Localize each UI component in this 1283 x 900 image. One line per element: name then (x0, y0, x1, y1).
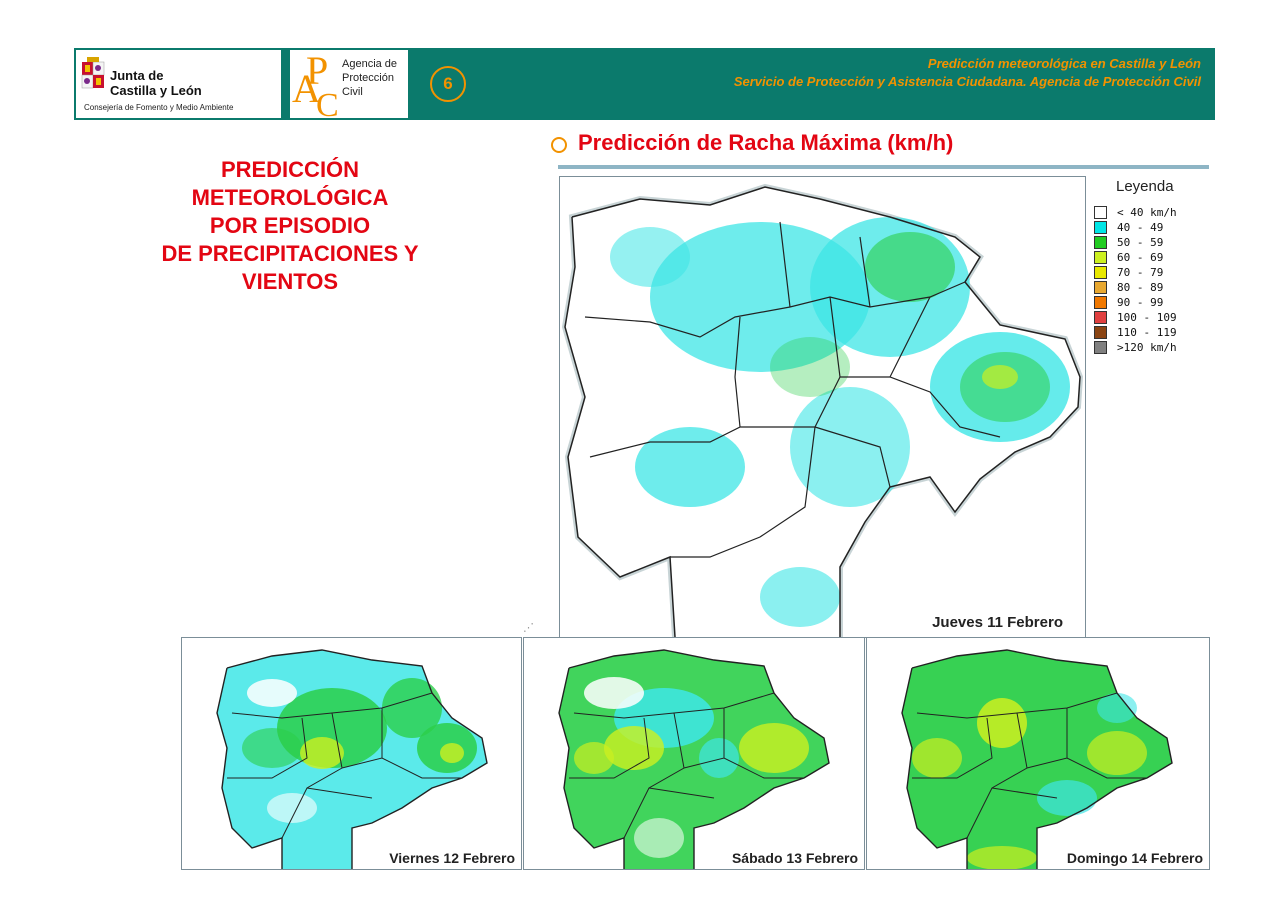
map-sabado: Sábado 13 Febrero (523, 637, 865, 870)
coat-of-arms-icon (81, 57, 105, 89)
map-domingo: Domingo 14 Febrero (866, 637, 1210, 870)
resize-handle-icon: ⋰ (523, 622, 534, 634)
section-title: Predicción de Racha Máxima (km/h) (578, 130, 954, 155)
legend-swatch (1094, 236, 1107, 249)
map-date-sabado: Sábado 13 Febrero (731, 850, 858, 866)
apc-line1: Agencia de (342, 58, 398, 70)
legend-item: 40 - 49 (1094, 220, 1214, 235)
header-subtitle: Servicio de Protección y Asistencia Ciud… (733, 74, 1201, 89)
wind-gust-map-jueves (561, 183, 1084, 637)
legend-title: Leyenda (1116, 178, 1174, 195)
svg-text:A: A (292, 66, 321, 111)
wind-gust-map-domingo (901, 649, 1173, 869)
apc-line3: Civil (342, 86, 363, 98)
map-viernes: Viernes 12 Febrero (181, 637, 522, 870)
bullet-circle-icon (551, 137, 567, 153)
legend-swatch (1094, 341, 1107, 354)
legend-item: 60 - 69 (1094, 250, 1214, 265)
svg-text:C: C (316, 87, 339, 118)
slide-title-line3: POR EPISODIO (209, 213, 371, 238)
header-title: Predicción meteorológica en Castilla y L… (927, 56, 1201, 71)
svg-text:P: P (306, 50, 328, 93)
apc-monogram-icon: A P C (292, 50, 339, 118)
jcyl-line1: Junta de (110, 68, 164, 83)
map-jueves: Jueves 11 Febrero (559, 176, 1086, 638)
legend-item: 90 - 99 (1094, 295, 1214, 310)
apc-line2: Protección (342, 72, 394, 84)
legend-swatch (1094, 221, 1107, 234)
legend-swatch (1094, 296, 1107, 309)
slide-title-line4: DE PRECIPITACIONES Y (161, 241, 419, 266)
junta-castilla-leon-logo: Junta de Castilla y León Consejería de F… (76, 50, 281, 118)
legend-swatch (1094, 281, 1107, 294)
legend-swatch (1094, 326, 1107, 339)
jcyl-line2: Castilla y León (110, 83, 202, 98)
legend: Leyenda < 40 km/h 40 - 49 50 - 59 60 - 6… (1094, 178, 1214, 355)
wind-gust-map-sabado (558, 649, 830, 869)
legend-swatch (1094, 311, 1107, 324)
legend-item: >120 km/h (1094, 340, 1214, 355)
legend-swatch (1094, 206, 1107, 219)
legend-swatch (1094, 251, 1107, 264)
section-divider (558, 165, 1209, 169)
legend-item: 100 - 109 (1094, 310, 1214, 325)
legend-item: 50 - 59 (1094, 235, 1214, 250)
legend-swatch (1094, 266, 1107, 279)
slide-title-line2: METEOROLÓGICA (191, 185, 389, 210)
wind-gust-map-viernes (216, 649, 488, 869)
legend-item: 110 - 119 (1094, 325, 1214, 340)
map-date-viernes: Viernes 12 Febrero (389, 850, 515, 866)
legend-item: 70 - 79 (1094, 265, 1214, 280)
page-number-badge: 6 (430, 66, 466, 102)
map-date-domingo: Domingo 14 Febrero (1066, 850, 1203, 866)
proteccion-civil-logo: A P C Agencia de Protección Civil (290, 50, 408, 118)
legend-item: 80 - 89 (1094, 280, 1214, 295)
slide-title-line1: PREDICCIÓN (220, 157, 360, 182)
legend-item: < 40 km/h (1094, 205, 1214, 220)
map-date-jueves: Jueves 11 Febrero (932, 614, 1063, 631)
jcyl-line3: Consejería de Fomento y Medio Ambiente (84, 103, 234, 112)
slide-title: PREDICCIÓN METEOROLÓGICA POR EPISODIO DE… (90, 156, 490, 296)
slide-title-line5: VIENTOS (241, 269, 339, 294)
